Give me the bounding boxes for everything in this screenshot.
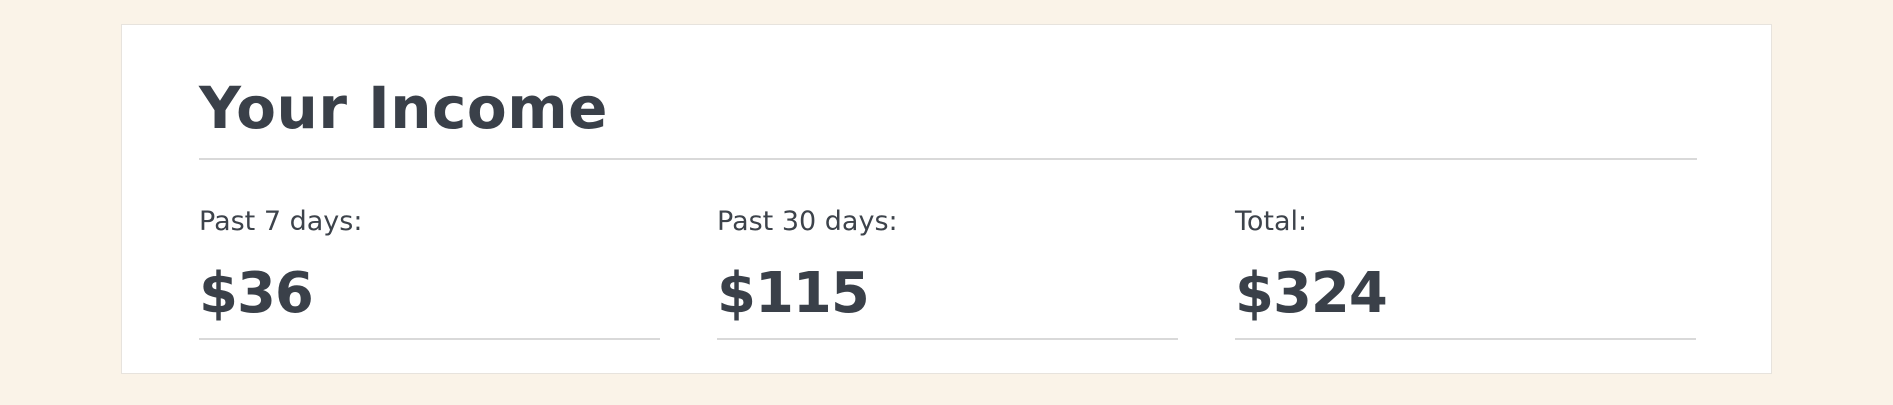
title-divider bbox=[199, 158, 1697, 160]
stat-value: $324 bbox=[1235, 261, 1388, 326]
stat-past-7-days: Past 7 days: $36 bbox=[199, 160, 660, 340]
stat-value: $36 bbox=[199, 261, 314, 326]
stat-label: Past 7 days: bbox=[199, 206, 363, 237]
stat-label: Past 30 days: bbox=[717, 206, 898, 237]
income-title: Your Income bbox=[199, 74, 608, 142]
stat-value: $115 bbox=[717, 261, 870, 326]
stat-divider bbox=[1235, 338, 1696, 340]
income-card: Your Income Past 7 days: $36 Past 30 day… bbox=[121, 24, 1772, 374]
stat-divider bbox=[199, 338, 660, 340]
stat-total: Total: $324 bbox=[1235, 160, 1696, 340]
stat-divider bbox=[717, 338, 1178, 340]
stat-label: Total: bbox=[1235, 206, 1308, 237]
stat-past-30-days: Past 30 days: $115 bbox=[717, 160, 1178, 340]
